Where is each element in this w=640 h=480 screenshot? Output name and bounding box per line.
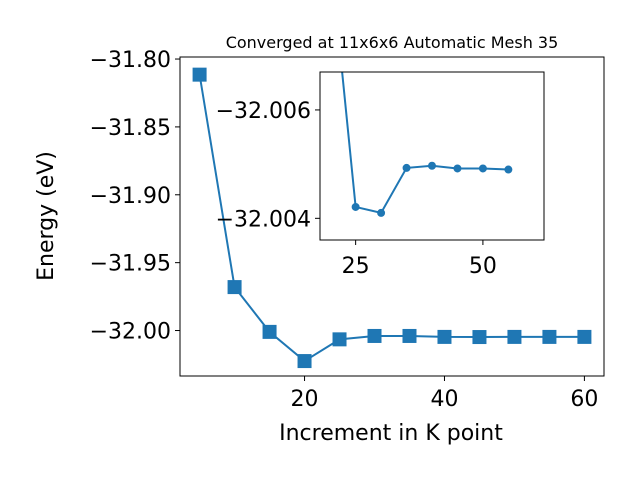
main-x-tick-label: 60 [570,387,598,412]
inset-x-tick-label: 25 [342,254,370,279]
main-x-tick-label: 40 [430,387,458,412]
main-data-point [577,329,592,344]
chart-title: Converged at 11x6x6 Automatic Mesh 35 [226,33,559,52]
inset-y-tick-label: −32.006 [216,99,311,124]
main-data-point [262,324,277,339]
main-y-tick-label: −31.95 [90,252,171,277]
main-y-tick-label: −31.85 [90,116,171,141]
inset-plot: 25 50 −32.006 −32.004 [216,71,545,279]
main-data-point [332,332,347,347]
inset-data-point [428,161,436,170]
inset-y-tick-label: −32.004 [216,207,311,232]
main-data-point [192,67,207,82]
inset-data-point [351,202,360,211]
main-plot: 20 40 60 −31.80 −31.85 −31.90 −31.95 −32.00 [90,48,605,412]
main-data-point [472,330,487,345]
inset-data-point [478,164,487,173]
main-data-point [297,354,312,369]
main-y-tick-label: −31.80 [90,48,171,73]
main-y-tick-label: −32.00 [90,320,171,345]
inset-background [320,72,544,240]
inset-data-point [504,165,513,174]
main-data-point [437,329,452,344]
main-data-point [367,328,382,343]
main-data-point [402,328,417,343]
main-y-tick-label: −31.90 [90,184,171,209]
y-axis-label: Energy (eV) [34,151,59,281]
x-axis-label: Increment in K point [279,421,503,446]
inset-data-point [377,208,386,217]
inset-axes-frame [319,71,545,241]
main-data-point [227,280,242,295]
main-axes-frame [179,56,605,377]
main-x-tick-label: 20 [291,387,319,412]
main-data-point [507,329,522,344]
inset-data-point [402,163,411,172]
inset-data-point [453,164,462,173]
inset-series-line [341,72,509,215]
main-data-point [542,329,557,344]
inset-x-tick-label: 50 [469,254,497,279]
